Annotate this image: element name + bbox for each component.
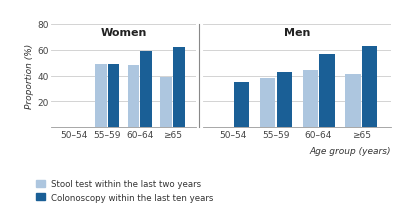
Bar: [140, 52, 152, 128]
Bar: [345, 75, 361, 128]
Text: Age group (years): Age group (years): [310, 146, 391, 155]
Bar: [362, 47, 377, 128]
Bar: [107, 65, 119, 128]
Bar: [260, 79, 275, 128]
Bar: [128, 66, 139, 128]
Bar: [95, 65, 107, 128]
Text: Men: Men: [284, 28, 310, 38]
Bar: [303, 71, 318, 128]
Bar: [234, 83, 249, 128]
Legend: Stool test within the last two years, Colonoscopy within the last ten years: Stool test within the last two years, Co…: [36, 179, 214, 202]
Y-axis label: Proportion (%): Proportion (%): [25, 44, 34, 109]
Bar: [276, 72, 292, 128]
Text: Women: Women: [100, 28, 147, 38]
Bar: [160, 77, 172, 128]
Bar: [319, 54, 335, 128]
Bar: [173, 48, 185, 128]
